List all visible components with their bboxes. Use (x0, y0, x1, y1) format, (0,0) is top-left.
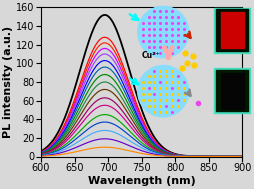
Bar (220, 73, 243, 108)
Text: Cu²⁺: Cu²⁺ (141, 51, 160, 60)
Bar (215, 9, 247, 51)
Bar (215, 70, 247, 112)
Bar (213, 8, 249, 53)
X-axis label: Wavelength (nm): Wavelength (nm) (87, 176, 195, 186)
Circle shape (137, 65, 188, 117)
Circle shape (137, 6, 188, 58)
Bar (220, 12, 243, 48)
Bar (213, 68, 249, 113)
Bar (215, 9, 247, 51)
Y-axis label: PL intensity (a.u.): PL intensity (a.u.) (4, 26, 13, 138)
